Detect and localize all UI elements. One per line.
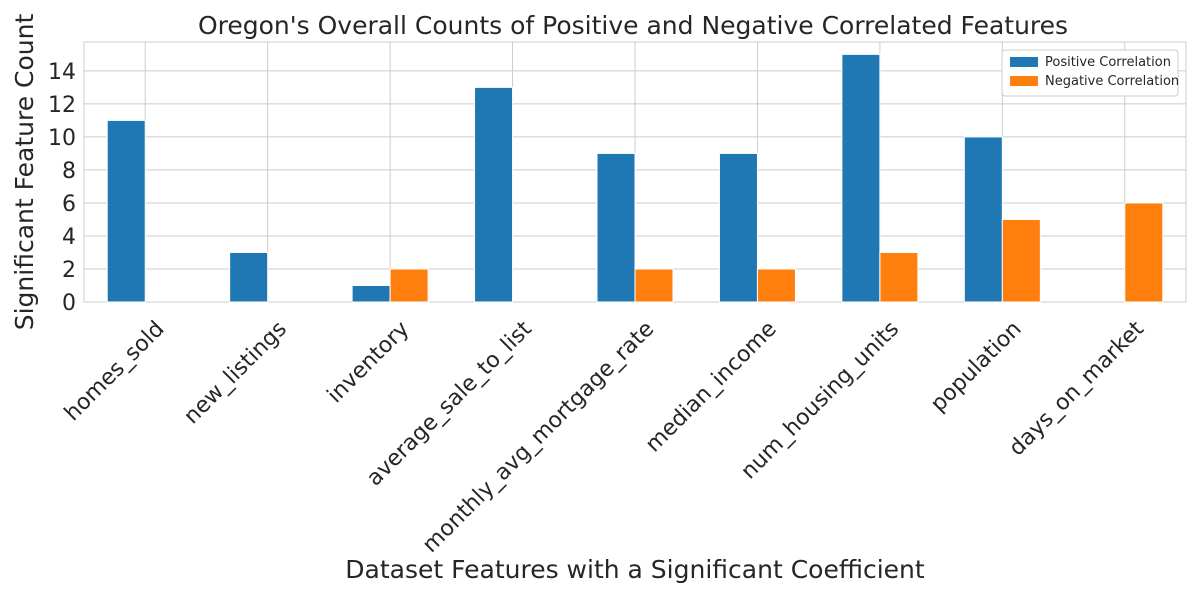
bar-positive <box>351 284 391 303</box>
y-tick-label: 8 <box>62 159 76 184</box>
legend-box <box>1001 49 1179 97</box>
x-tick-labels: homes_sold new_listings inventoryaverage_s… <box>60 316 1149 558</box>
bar-positive <box>106 119 146 303</box>
y-tick-label: 6 <box>62 192 76 217</box>
bar-negative <box>1001 218 1041 303</box>
x-tick-label: population <box>926 317 1026 417</box>
y-tick-label: 12 <box>48 93 76 118</box>
bar-positive <box>596 152 636 303</box>
x-tick-label: days_on_market <box>1004 316 1149 461</box>
bar-positive <box>841 53 881 303</box>
x-tick-label: monthly_avg_mortgage_rate <box>418 317 659 558</box>
y-axis-label: Significant Feature Count <box>10 14 39 331</box>
bar-negative <box>879 251 919 303</box>
x-tick-label: new_listings <box>179 317 292 430</box>
bar-positive <box>474 86 514 303</box>
bar-positive <box>963 136 1003 303</box>
bar-positive <box>718 152 758 303</box>
bar-negative <box>756 268 796 303</box>
legend-label-negative: Negative Correlation <box>1045 74 1179 89</box>
chart-title: Oregon's Overall Counts of Positive and … <box>198 11 1068 40</box>
bar-negative <box>634 268 674 303</box>
x-tick-label: inventory <box>323 317 415 409</box>
legend: Positive Correlation Negative Correlatio… <box>1001 49 1179 97</box>
legend-swatch-negative <box>1010 76 1038 86</box>
x-tick-label: median_income <box>641 317 782 458</box>
legend-label-positive: Positive Correlation <box>1045 55 1171 70</box>
bars <box>106 53 1164 303</box>
bar-negative <box>1124 202 1164 303</box>
y-tick-labels: 0 2 4 6 8 10 12 14 <box>48 60 76 316</box>
y-tick-label: 10 <box>48 126 76 151</box>
y-tick-label: 2 <box>62 258 76 283</box>
x-axis-label: Dataset Features with a Significant Coef… <box>345 555 925 584</box>
legend-swatch-positive <box>1010 57 1038 67</box>
x-tick-label: homes_sold <box>60 317 169 426</box>
y-tick-label: 4 <box>62 225 76 250</box>
bar-negative <box>389 268 429 303</box>
bar-positive <box>229 251 269 303</box>
y-tick-label: 14 <box>48 60 76 85</box>
y-tick-label: 0 <box>62 291 76 316</box>
